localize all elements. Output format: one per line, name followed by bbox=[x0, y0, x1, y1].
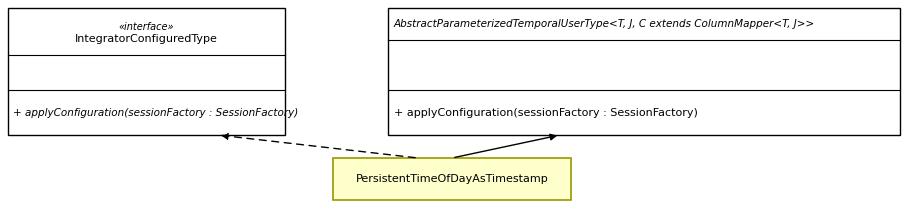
Text: AbstractParameterizedTemporalUserType<T, J, C extends ColumnMapper<T, J>>: AbstractParameterizedTemporalUserType<T,… bbox=[394, 19, 815, 29]
Text: IntegratorConfiguredType: IntegratorConfiguredType bbox=[75, 34, 218, 43]
Text: «interface»: «interface» bbox=[119, 23, 175, 32]
Bar bbox=[333, 158, 571, 200]
Text: PersistentTimeOfDayAsTimestamp: PersistentTimeOfDayAsTimestamp bbox=[355, 174, 548, 184]
Bar bbox=[8, 8, 285, 135]
Text: + applyConfiguration(sessionFactory : SessionFactory): + applyConfiguration(sessionFactory : Se… bbox=[13, 107, 298, 118]
Text: + applyConfiguration(sessionFactory : SessionFactory): + applyConfiguration(sessionFactory : Se… bbox=[394, 107, 698, 118]
Bar bbox=[388, 8, 900, 135]
